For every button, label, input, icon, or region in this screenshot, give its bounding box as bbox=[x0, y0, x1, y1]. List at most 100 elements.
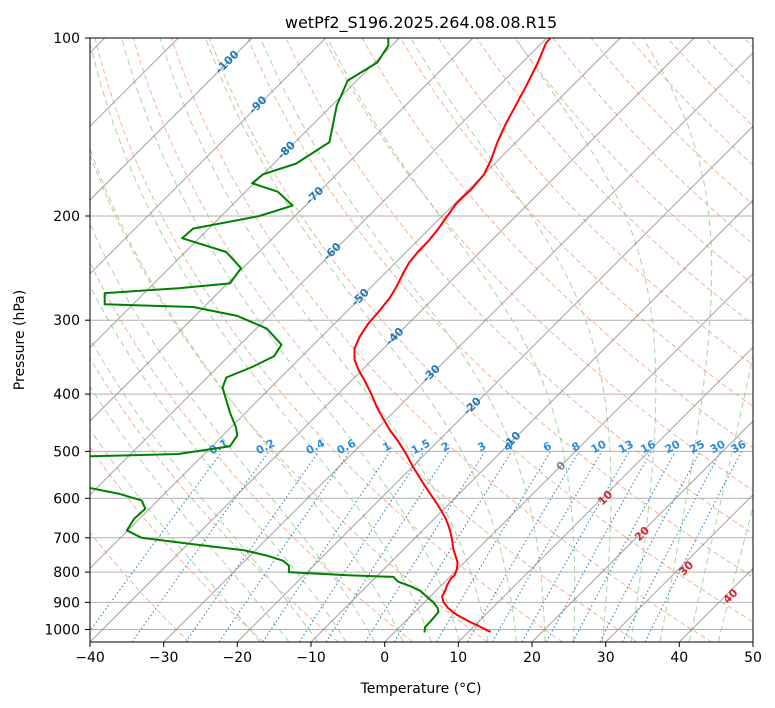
isotherms bbox=[90, 38, 753, 642]
isotherm-line bbox=[605, 493, 753, 642]
y-tick-label: 700 bbox=[53, 531, 80, 547]
dry-adiabat-line bbox=[209, 38, 753, 623]
mixing-ratio-label: 36 bbox=[729, 437, 749, 456]
series-lines bbox=[90, 38, 552, 633]
x-tick-label: 40 bbox=[670, 650, 688, 666]
isotherm-line bbox=[90, 38, 548, 496]
mixing-ratio-line bbox=[298, 451, 425, 642]
isotherm-line bbox=[678, 567, 753, 642]
mixing-ratio-line bbox=[185, 451, 320, 642]
dry-adiabat-line bbox=[590, 38, 753, 206]
dewpoint-profile-line bbox=[90, 38, 440, 633]
y-tick-label: 900 bbox=[53, 595, 80, 611]
y-axis: 100 200 300 400 500 600 700 800 900 1000 bbox=[44, 31, 90, 639]
moist-adiabat-label: 30 bbox=[676, 558, 696, 578]
x-tick-label: −20 bbox=[223, 650, 253, 666]
mixing-ratio-label: 2 bbox=[439, 439, 452, 454]
mixing-ratio-label: 10 bbox=[589, 437, 609, 456]
dry-adiabat-line bbox=[90, 153, 488, 642]
dry-adiabat-line bbox=[399, 38, 753, 408]
mixing-ratio-label: 13 bbox=[616, 438, 636, 457]
dry-adiabat-line bbox=[132, 38, 638, 642]
moist-adiabats bbox=[90, 38, 753, 642]
x-tick-label: 0 bbox=[380, 650, 389, 666]
x-tick-label: 20 bbox=[523, 650, 541, 666]
dry-adiabat-line bbox=[170, 38, 712, 642]
moist-adiabat-label: 20 bbox=[632, 524, 652, 544]
moist-adiabat-line bbox=[90, 428, 261, 642]
dry-adiabat-line bbox=[437, 38, 753, 366]
dry-adiabat-line bbox=[90, 261, 414, 642]
mixing-ratio-label: 0.6 bbox=[335, 436, 359, 457]
moist-adiabat-line bbox=[90, 285, 347, 642]
mixing-ratio-label: 30 bbox=[708, 437, 728, 456]
x-tick-label: 10 bbox=[449, 650, 467, 666]
plot-frame bbox=[89, 37, 754, 643]
moist-adiabat-line bbox=[642, 38, 713, 642]
mixing-ratio-label: 1 bbox=[381, 439, 394, 454]
mixing-ratio-line bbox=[644, 451, 742, 642]
dry-adiabat-line bbox=[361, 38, 753, 449]
x-axis: −40 −30 −20 −10 0 10 20 30 40 50 bbox=[75, 642, 762, 666]
dry-adiabat-line bbox=[476, 38, 753, 326]
dry-adiabat-line bbox=[705, 38, 753, 88]
mixing-ratio-line bbox=[572, 451, 676, 642]
y-axis-label: Pressure (hPa) bbox=[12, 290, 28, 390]
moist-adiabat-line bbox=[326, 38, 576, 642]
isotherm-line bbox=[236, 125, 753, 642]
isotherm-line bbox=[163, 51, 753, 642]
mixing-ratio-label: 20 bbox=[663, 437, 683, 456]
moist-adiabat-line bbox=[159, 38, 489, 642]
x-tick-label: 50 bbox=[744, 650, 762, 666]
isotherm-line bbox=[90, 38, 400, 349]
isotherm-line bbox=[90, 38, 695, 642]
mixing-ratio-line bbox=[262, 451, 391, 642]
dry-adiabat-line bbox=[94, 38, 563, 642]
mixing-ratio-label: 16 bbox=[638, 437, 658, 456]
moist-adiabat-line bbox=[410, 38, 612, 642]
isotherm-line bbox=[310, 199, 753, 642]
moist-adiabat-line bbox=[204, 38, 517, 642]
y-tick-label: 200 bbox=[53, 209, 80, 225]
mixing-ratio-line bbox=[521, 451, 630, 642]
reference-labels: 0.1 0.2 0.4 0.6 1 1.5 2 3 4 6 8 10 13 16 20 25 30 36-100-… bbox=[207, 48, 749, 607]
x-tick-label: −40 bbox=[75, 650, 105, 666]
chart-title: wetPf2_S196.2025.264.08.08.R15 bbox=[285, 13, 557, 33]
dry-adiabat-line bbox=[90, 446, 264, 642]
mixing-ratio-lines bbox=[90, 451, 742, 642]
y-tick-label: 600 bbox=[53, 491, 80, 507]
dry-adiabat-line bbox=[90, 357, 339, 642]
isotherm-line bbox=[90, 38, 253, 201]
isotherm-line bbox=[531, 420, 753, 642]
dry-adiabat-line bbox=[323, 38, 753, 492]
moist-adiabat-line bbox=[514, 38, 657, 642]
moist-adiabat-line bbox=[90, 385, 290, 642]
y-tick-label: 500 bbox=[53, 444, 80, 460]
mixing-ratio-label: 6 bbox=[541, 439, 554, 454]
isotherm-line bbox=[90, 38, 621, 570]
moist-adiabat-line bbox=[90, 223, 376, 642]
x-tick-label: −30 bbox=[149, 650, 179, 666]
dry-adiabat-line bbox=[90, 531, 190, 642]
moist-adiabat-line bbox=[259, 38, 546, 642]
plot-area: 0.1 0.2 0.4 0.6 1 1.5 2 3 4 6 8 10 13 16 20 25 30 36-100-… bbox=[90, 38, 753, 642]
x-tick-label: −10 bbox=[296, 650, 326, 666]
mixing-ratio-line bbox=[90, 451, 223, 632]
mixing-ratio-line bbox=[545, 451, 652, 642]
moist-adiabat-line bbox=[90, 338, 319, 642]
y-tick-label: 1000 bbox=[44, 623, 80, 639]
isotherm-line bbox=[457, 346, 753, 642]
mixing-ratio-line bbox=[325, 451, 450, 642]
mixing-ratio-line bbox=[599, 451, 701, 642]
moist-adiabat-line bbox=[688, 353, 753, 642]
mixing-ratio-label: 3 bbox=[475, 439, 488, 454]
isotherm-line bbox=[90, 38, 474, 422]
x-axis-label: Temperature (°C) bbox=[360, 681, 482, 697]
moist-adiabat-line bbox=[717, 505, 753, 642]
dry-adiabat-line bbox=[667, 38, 753, 127]
isotherm-line bbox=[90, 38, 327, 275]
y-tick-label: 400 bbox=[53, 387, 80, 403]
y-tick-label: 800 bbox=[53, 565, 80, 581]
moist-adiabat-line bbox=[90, 41, 432, 642]
